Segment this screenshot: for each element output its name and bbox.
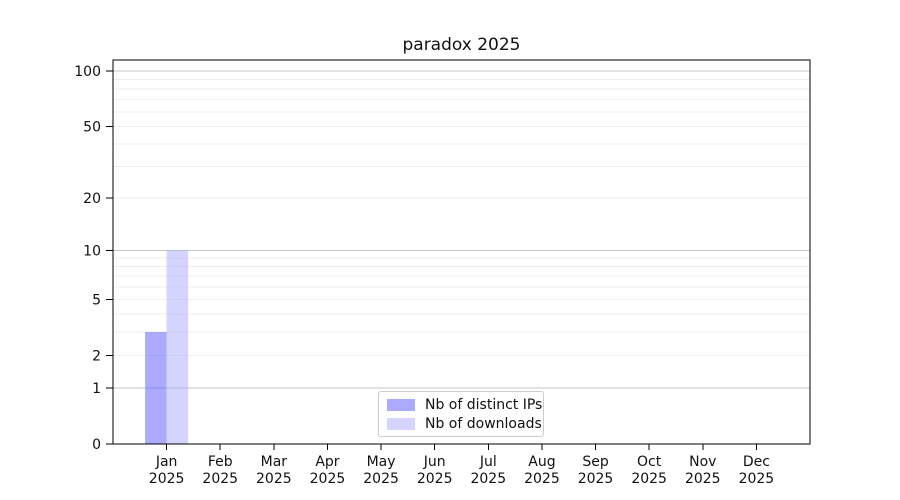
y-tick-label: 5 [92,292,101,308]
y-tick-label: 100 [74,64,101,80]
x-tick-label-year: 2025 [470,471,506,487]
y-tick-label: 0 [92,437,101,453]
legend-entry: Nb of distinct IPs [387,397,543,413]
x-tick-label-year: 2025 [202,471,238,487]
x-tick-label-year: 2025 [739,471,775,487]
chart-title: paradox 2025 [402,35,521,55]
legend: Nb of distinct IPs Nb of downloads [378,391,544,437]
x-tick-label-year: 2025 [524,471,560,487]
x-tick-label-month: Jan [155,454,178,470]
x-tick-label-month: Feb [208,454,233,470]
x-tick-label-month: Dec [743,454,770,470]
x-tick-label-year: 2025 [149,471,185,487]
x-tick-label-year: 2025 [256,471,292,487]
legend-label: Nb of downloads [425,415,542,432]
x-tick-label-year: 2025 [578,471,614,487]
plot-frame [112,59,811,445]
x-tick-label-month: May [367,454,396,470]
x-tick-label-month: Mar [261,454,288,470]
x-tick-label-year: 2025 [363,471,399,487]
legend-label: Nb of distinct IPs [425,396,543,413]
x-tick-label-year: 2025 [310,471,346,487]
x-tick-label-month: Oct [637,454,662,470]
x-tick-label-year: 2025 [417,471,453,487]
x-tick-label-month: Sep [582,454,609,470]
legend-swatch [387,398,415,411]
y-tick-label: 10 [83,243,101,259]
x-tick-label-year: 2025 [631,471,667,487]
x-tick-label-month: Nov [689,454,716,470]
x-tick-label-month: Aug [528,454,555,470]
y-tick-label: 20 [83,191,101,207]
x-tick-label-month: Jul [479,454,497,470]
y-tick-label: 1 [92,381,101,397]
legend-entry: Nb of downloads [387,416,543,432]
legend-swatch [387,417,415,430]
x-tick-label-month: Apr [315,454,339,470]
bar-distinct-ips [145,332,167,444]
y-tick-label: 50 [83,119,101,135]
bar-downloads [166,250,189,444]
x-tick-label-month: Jun [423,454,446,470]
y-tick-label: 2 [92,348,101,364]
x-tick-label-year: 2025 [685,471,721,487]
